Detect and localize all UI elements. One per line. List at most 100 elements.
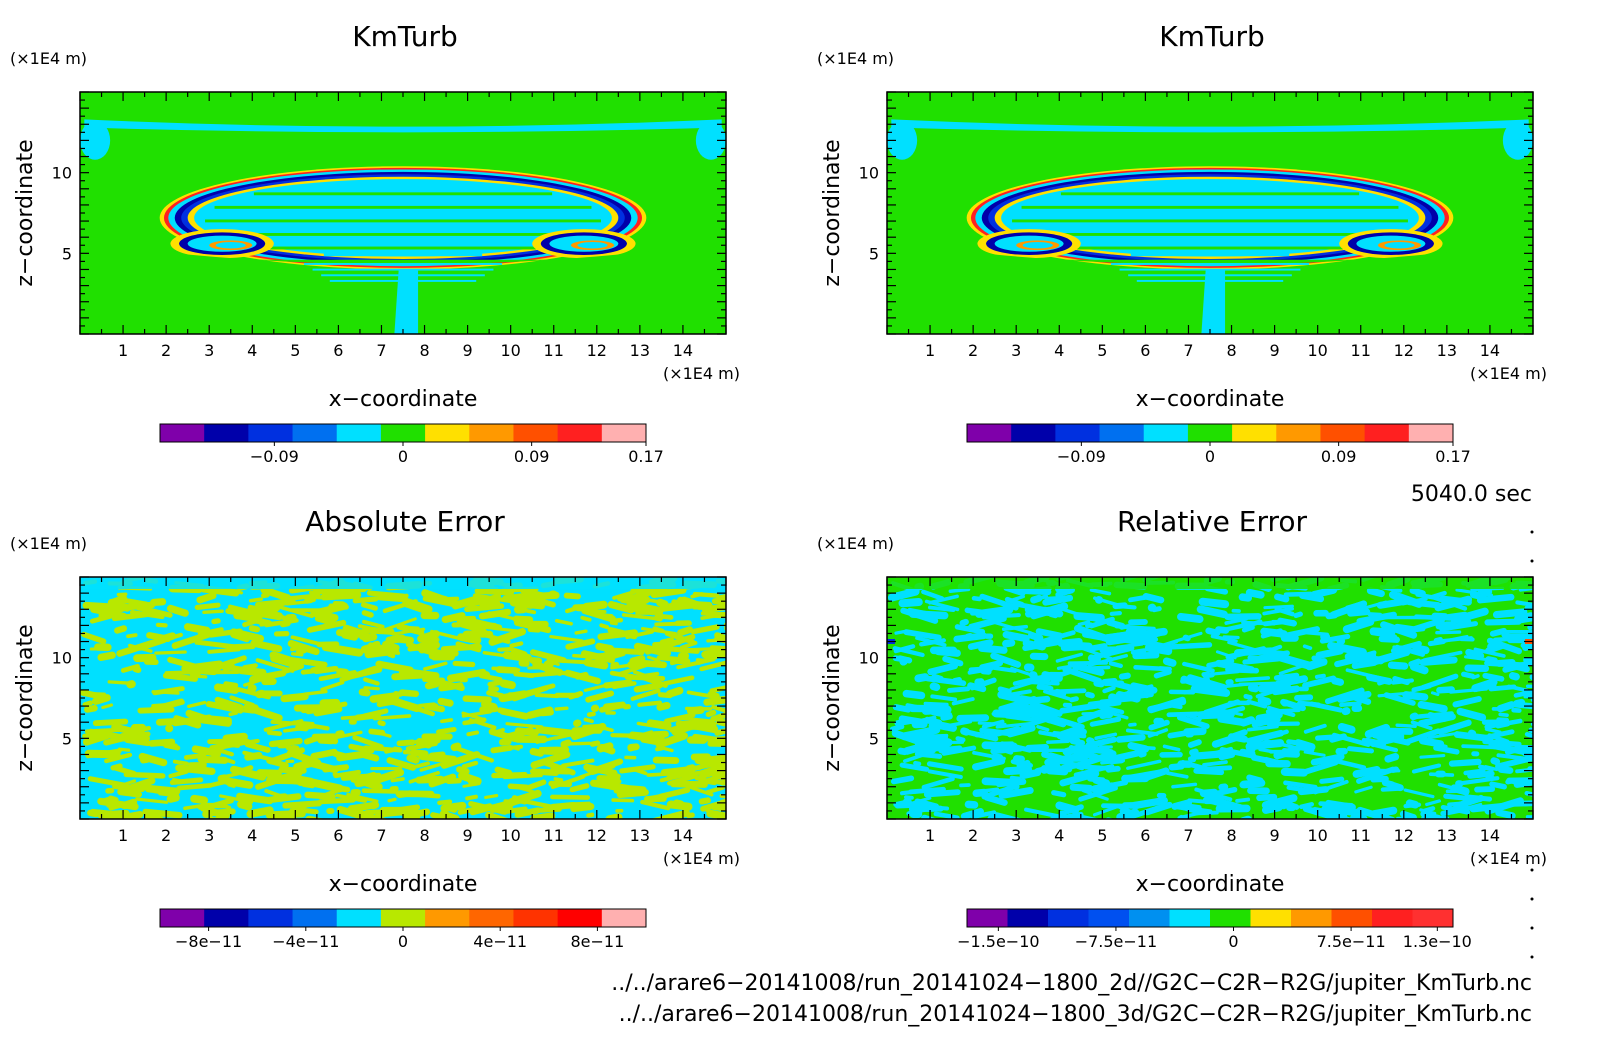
colorbar-swatch [1187, 424, 1233, 442]
field-streak [654, 621, 692, 627]
colorbar-swatch [967, 424, 1012, 442]
colorbar: −0.09 0 0.09 0.17 [966, 423, 1471, 466]
field-streak [377, 720, 386, 727]
interior-stripe [1016, 226, 1404, 230]
field-streak [1298, 802, 1315, 810]
field-streak [898, 715, 924, 726]
field-streak [256, 769, 282, 778]
field-streak [461, 711, 485, 721]
field-streak [194, 602, 221, 610]
field-streak [1196, 605, 1228, 619]
field-streak [321, 730, 363, 742]
field-streak [1104, 631, 1128, 638]
field-streak [290, 745, 300, 751]
field-streak [1414, 736, 1448, 749]
field-streak [385, 617, 417, 631]
field-streak [1280, 767, 1308, 777]
field-streak [893, 644, 916, 654]
edge-blob-left [80, 121, 111, 160]
field-streak [1128, 619, 1148, 626]
colorbar-swatch [1048, 909, 1089, 927]
field-streak [1275, 653, 1315, 670]
field-streak [1356, 806, 1396, 819]
field-streak [703, 696, 726, 706]
field-streak [986, 726, 1021, 739]
field-streak [1280, 634, 1299, 642]
field-streak [154, 650, 187, 655]
field-streak [445, 777, 462, 784]
field-streak [1082, 750, 1117, 767]
field-streak [1390, 766, 1400, 773]
field-streak [336, 805, 369, 819]
x-tick-label: 2 [161, 826, 171, 845]
field-streak [1484, 660, 1525, 668]
field-streak [1041, 630, 1076, 644]
x-tick-label: 8 [1226, 341, 1236, 360]
field-streak [654, 613, 674, 620]
field-streak [1497, 766, 1514, 774]
field-streak [1130, 682, 1158, 694]
y-unit-label: (×1E4 m) [817, 49, 894, 68]
colorbar-swatch [248, 909, 294, 927]
field-streak [650, 586, 687, 599]
field-streak [716, 590, 726, 602]
field-streak [1147, 603, 1157, 612]
field-streak [1198, 597, 1230, 609]
x-tick-label: 4 [247, 826, 257, 845]
field-streak [509, 599, 546, 610]
field-streak [1411, 683, 1432, 693]
colorbar-swatch [1276, 424, 1321, 442]
colorbar-swatch [557, 424, 603, 442]
field-streak [1026, 710, 1067, 728]
interior-stripe [1130, 253, 1290, 257]
upper-band [891, 119, 1529, 133]
field-streak [1439, 595, 1472, 606]
field-streak [1327, 811, 1359, 819]
field-streak [1533, 634, 1563, 646]
field-streak [341, 668, 382, 681]
field-streak [899, 762, 930, 772]
field-streak [146, 632, 172, 642]
field-streak [1131, 627, 1168, 640]
field-streak [527, 627, 541, 633]
field-streak [166, 793, 180, 803]
field-streak [921, 705, 952, 715]
field-streak [960, 727, 971, 736]
field-streak [1469, 802, 1507, 813]
field-streak [596, 758, 624, 773]
field-streak [565, 638, 596, 650]
field-streak [1319, 633, 1351, 644]
field-streak [220, 756, 236, 765]
x-tick-label: 9 [1270, 341, 1280, 360]
field-streak [968, 666, 994, 673]
field-streak [1116, 808, 1140, 819]
field-streak [1108, 661, 1123, 669]
field-streak [914, 673, 930, 683]
plot-field [80, 577, 726, 819]
field-streak [890, 775, 915, 785]
field-streak [1171, 782, 1198, 789]
field-streak [933, 720, 957, 732]
field-streak [1294, 739, 1316, 751]
field-streak [899, 788, 929, 796]
colorbar-swatch [1007, 909, 1049, 927]
field-streak [1452, 695, 1482, 708]
field-streak [363, 686, 380, 691]
field-streak [536, 591, 560, 600]
field-streak [126, 680, 136, 689]
field-streak [1194, 787, 1233, 802]
field-streak [1506, 684, 1529, 693]
field-streak [1205, 627, 1221, 637]
field-streak [603, 701, 626, 711]
field-streak [977, 721, 1007, 726]
field-streak [131, 723, 146, 732]
colorbar-swatch [425, 909, 470, 927]
field-streak [991, 620, 1033, 635]
field-streak [335, 793, 367, 803]
x-axis-label: x−coordinate [1136, 387, 1285, 412]
field-streak [914, 751, 943, 759]
field-streak [672, 799, 685, 808]
field-streak [1247, 684, 1260, 693]
colorbar-swatch [248, 424, 294, 442]
